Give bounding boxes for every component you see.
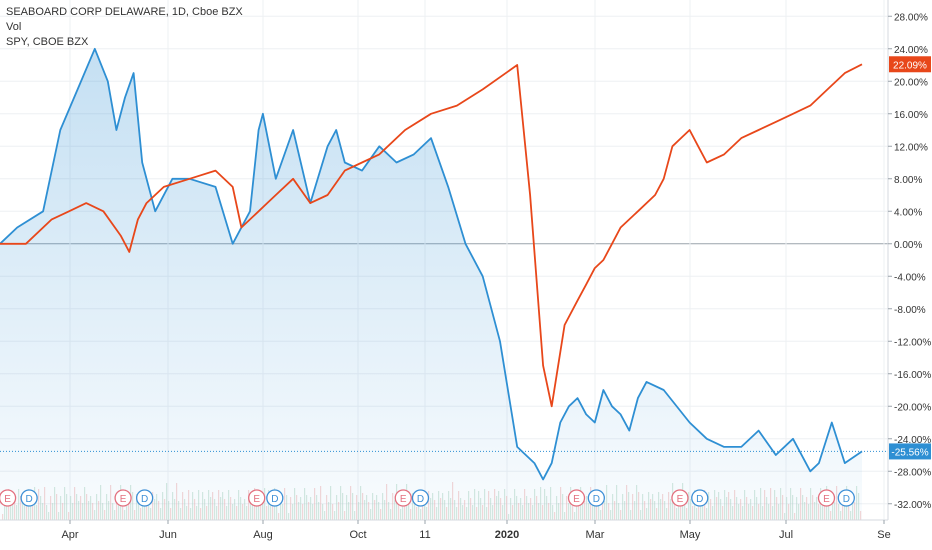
last-value-label: 22.09% <box>893 60 927 71</box>
y-tick-label: 4.00% <box>894 207 922 218</box>
earnings-marker-label: E <box>400 494 407 505</box>
x-tick-label: Apr <box>61 529 78 541</box>
x-tick-label: Mar <box>586 529 605 541</box>
y-tick-label: 20.00% <box>894 77 928 88</box>
x-tick-label: Jun <box>159 529 177 541</box>
last-value-badge <box>889 56 931 73</box>
earnings-marker-label: E <box>677 494 684 505</box>
seaboard-line <box>0 47 863 481</box>
y-tick-label: 0.00% <box>894 240 922 251</box>
dividend-marker[interactable] <box>135 489 154 507</box>
legend-compare-series[interactable]: SPY, CBOE BZX <box>6 36 89 48</box>
dividend-marker-label: D <box>843 494 850 505</box>
y-tick-label: -4.00% <box>894 272 926 283</box>
series-lines <box>0 47 863 481</box>
dividend-marker-label: D <box>593 494 600 505</box>
x-tick-label: Aug <box>253 529 273 541</box>
y-tick-label: -28.00% <box>894 467 931 478</box>
dividend-marker[interactable] <box>837 489 855 507</box>
dividend-marker-label: D <box>26 494 33 505</box>
y-tick-label: 24.00% <box>894 45 928 56</box>
earnings-marker[interactable] <box>671 489 689 507</box>
x-tick-label: Jul <box>779 529 793 541</box>
earnings-marker-label: E <box>573 494 580 505</box>
legend-volume[interactable]: Vol <box>6 21 22 33</box>
last-value-label: -25.56% <box>891 447 928 458</box>
dividend-marker-label: D <box>696 494 703 505</box>
y-tick-label: 28.00% <box>894 12 928 23</box>
x-tick-label: 11 <box>419 529 430 541</box>
y-tick-label: -12.00% <box>894 337 931 348</box>
earnings-marker[interactable] <box>114 489 132 507</box>
last-value-labels: -25.56% 22.09% <box>0 56 931 460</box>
earnings-marker[interactable] <box>0 489 17 507</box>
dividend-marker-label: D <box>417 494 424 505</box>
dividend-marker-label: D <box>271 494 278 505</box>
last-value-badge <box>889 443 931 460</box>
chart-legend: SEABOARD CORP DELAWARE, 1D, Cboe BZX Vol… <box>6 5 243 50</box>
dividend-marker[interactable] <box>691 489 709 507</box>
earnings-marker[interactable] <box>394 489 412 507</box>
x-tick-label: Se <box>877 529 890 541</box>
y-tick-label: 12.00% <box>894 142 928 153</box>
legend-main-series[interactable]: SEABOARD CORP DELAWARE, 1D, Cboe BZX <box>6 6 243 18</box>
earnings-marker-label: E <box>253 494 260 505</box>
seaboard-area <box>0 48 862 521</box>
earnings-marker-label: E <box>823 494 830 505</box>
y-axis: 28.00% 24.00% 20.00% 16.00% 12.00% 8.00% 4.00%… <box>887 0 931 520</box>
x-tick-label: 2020 <box>495 529 519 541</box>
earnings-marker[interactable] <box>248 489 266 507</box>
seaboard-area-fill <box>0 48 862 521</box>
dividend-marker-label: D <box>141 494 148 505</box>
y-tick-label: -8.00% <box>894 305 926 316</box>
x-axis: Apr Jun Aug Oct 11 2020 Mar May Jul Se <box>0 519 891 541</box>
earnings-marker[interactable] <box>817 489 836 507</box>
x-tick-label: Oct <box>349 529 366 541</box>
y-tick-label: -32.00% <box>894 500 931 511</box>
earnings-marker[interactable] <box>567 489 586 507</box>
dividend-marker[interactable] <box>20 489 38 507</box>
x-tick-label: May <box>680 529 701 541</box>
y-tick-label: -16.00% <box>894 370 931 381</box>
y-tick-label: 16.00% <box>894 110 928 121</box>
spy-line <box>0 63 863 408</box>
y-tick-label: -24.00% <box>894 435 931 446</box>
dividend-marker[interactable] <box>411 489 430 507</box>
y-tick-label: -20.00% <box>894 402 931 413</box>
earnings-marker-label: E <box>120 494 127 505</box>
dividend-marker[interactable] <box>587 489 605 507</box>
dividend-marker[interactable] <box>266 489 284 507</box>
earnings-marker-label: E <box>4 494 11 505</box>
y-tick-label: 8.00% <box>894 175 922 186</box>
